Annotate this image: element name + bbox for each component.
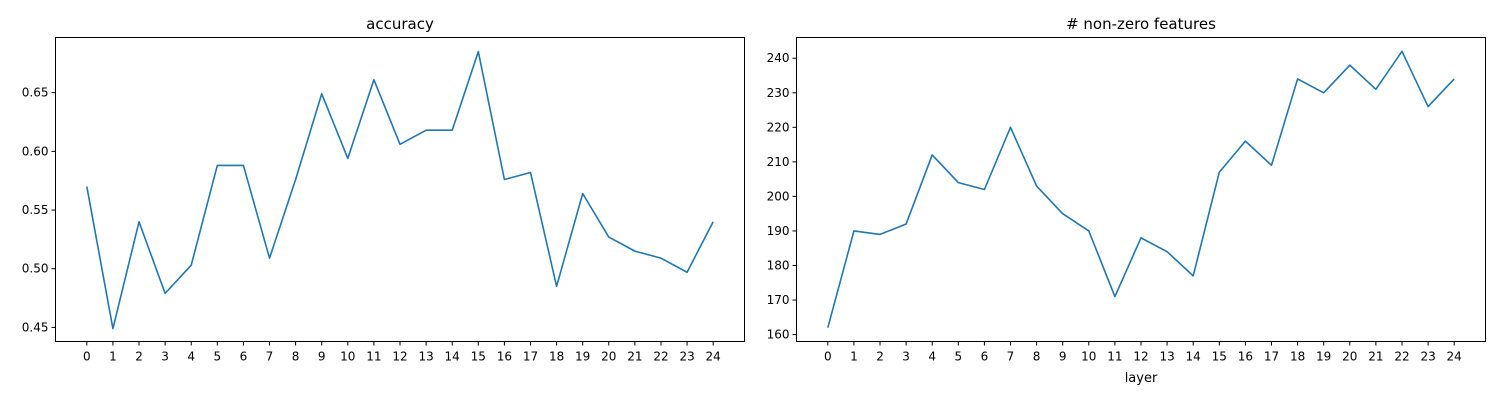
accuracy-y-tick-label: 0.45 [22,320,49,334]
accuracy-x-tick-label: 21 [627,350,642,364]
features-y-tick-label: 240 [767,51,790,65]
accuracy-x-tick-label: 16 [497,350,512,364]
accuracy-x-tick-label: 23 [679,350,694,364]
features-x-tick-label: 7 [1007,350,1015,364]
accuracy-x-tick-label: 22 [653,350,668,364]
features-y-tick-label: 180 [767,259,790,273]
accuracy-x-tick-label: 7 [266,350,274,364]
features-x-tick-label: 1 [850,350,858,364]
accuracy-x-tick-label: 20 [601,350,616,364]
accuracy-x-tick-label: 8 [292,350,300,364]
features-y-tick-label: 230 [767,86,790,100]
accuracy-x-tick-label: 24 [706,350,721,364]
accuracy-x-tick-label: 12 [392,350,407,364]
features-x-tick-label: 19 [1316,350,1331,364]
accuracy-y-tick-label: 0.50 [22,262,49,276]
features-x-tick-label: 15 [1212,350,1227,364]
accuracy-series-line [86,50,714,330]
accuracy-x-tick-label: 6 [240,350,248,364]
features-y-tick-label: 170 [767,293,790,307]
accuracy-title: accuracy [366,15,434,33]
features-title: # non-zero features [1066,15,1216,33]
accuracy-y-axis: 0.45 0.50 0.55 0.60 0.65 [22,86,56,334]
features-x-axis-label: layer [1125,371,1158,386]
features-x-tick-label: 13 [1159,350,1174,364]
features-panel: # non-zero features 16017018019020021022… [767,15,1486,386]
features-y-tick-label: 210 [767,155,790,169]
accuracy-x-tick-label: 15 [471,350,486,364]
features-x-tick-label: 11 [1107,350,1122,364]
accuracy-x-tick-label: 5 [213,350,221,364]
features-x-tick-label: 14 [1186,350,1201,364]
features-x-tick-label: 6 [981,350,989,364]
features-y-tick-label: 220 [767,120,790,134]
accuracy-y-tick-label: 0.65 [22,86,49,100]
accuracy-x-tick-label: 17 [523,350,538,364]
accuracy-x-tick-label: 10 [340,350,355,364]
features-x-tick-label: 8 [1033,350,1041,364]
features-x-tick-label: 17 [1264,350,1279,364]
features-x-tick-label: 18 [1290,350,1305,364]
accuracy-x-tick-label: 18 [549,350,564,364]
features-x-tick-label: 3 [902,350,910,364]
features-series-line [827,50,1455,328]
accuracy-x-tick-label: 1 [109,350,117,364]
features-plot-frame [796,37,1486,342]
accuracy-x-tick-label: 9 [318,350,326,364]
features-x-tick-label: 23 [1420,350,1435,364]
features-x-tick-label: 4 [928,350,936,364]
features-y-tick-label: 160 [767,328,790,342]
features-y-tick-label: 200 [767,189,790,203]
accuracy-y-tick-label: 0.55 [22,203,49,217]
features-x-tick-label: 2 [876,350,884,364]
features-x-tick-label: 0 [824,350,832,364]
accuracy-x-tick-label: 11 [366,350,381,364]
accuracy-x-axis: 0 1 2 3 4 5 6 7 8 9 10 11 12 13 14 15 16 17 18 19 20 21 22 23 24 [83,341,721,364]
features-x-axis: 0 1 2 3 4 5 6 7 8 9 10 11 12 13 14 15 16 17 18 19 20 21 22 23 24 [824,341,1462,364]
features-x-tick-label: 24 [1447,350,1462,364]
features-x-tick-label: 21 [1368,350,1383,364]
features-x-tick-label: 16 [1238,350,1253,364]
accuracy-plot-frame [55,37,745,342]
features-y-tick-label: 190 [767,224,790,238]
accuracy-x-tick-label: 19 [575,350,590,364]
features-x-tick-label: 22 [1394,350,1409,364]
accuracy-x-tick-label: 4 [187,350,195,364]
accuracy-x-tick-label: 0 [83,350,91,364]
accuracy-x-tick-label: 2 [135,350,143,364]
features-x-tick-label: 12 [1133,350,1148,364]
features-x-tick-label: 20 [1342,350,1357,364]
accuracy-x-tick-label: 3 [161,350,169,364]
features-x-tick-label: 9 [1059,350,1067,364]
features-x-tick-label: 10 [1081,350,1096,364]
accuracy-x-tick-label: 13 [418,350,433,364]
features-y-axis: 160 170 180 190 200 210 220 230 240 [767,51,797,342]
accuracy-x-tick-label: 14 [445,350,460,364]
accuracy-y-tick-label: 0.60 [22,144,49,158]
features-x-tick-label: 5 [954,350,962,364]
